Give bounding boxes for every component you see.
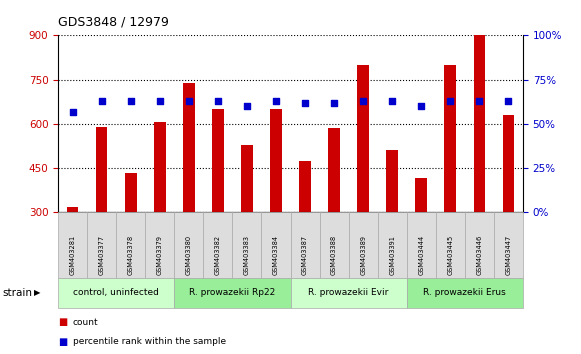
Text: strain: strain — [3, 288, 33, 298]
Point — [300, 100, 310, 105]
Bar — [444, 65, 456, 301]
Text: GSM403389: GSM403389 — [360, 235, 366, 275]
Text: GSM403377: GSM403377 — [99, 235, 105, 275]
Text: percentile rank within the sample: percentile rank within the sample — [73, 337, 226, 346]
Point — [242, 103, 252, 109]
Point — [155, 98, 164, 104]
Point — [184, 98, 193, 104]
Text: control, uninfected: control, uninfected — [73, 289, 159, 297]
Point — [97, 98, 106, 104]
Text: R. prowazekii Erus: R. prowazekii Erus — [424, 289, 506, 297]
Bar — [183, 82, 195, 301]
Point — [417, 103, 426, 109]
Bar — [67, 206, 78, 301]
Bar — [270, 109, 282, 301]
Bar — [357, 65, 369, 301]
Text: GDS3848 / 12979: GDS3848 / 12979 — [58, 15, 169, 28]
Bar — [212, 109, 224, 301]
Text: ▶: ▶ — [34, 289, 40, 297]
Text: GSM403281: GSM403281 — [70, 235, 76, 275]
Bar — [125, 172, 137, 301]
Text: GSM403446: GSM403446 — [476, 235, 482, 275]
Point — [68, 109, 77, 114]
Bar — [474, 35, 485, 301]
Text: GSM403445: GSM403445 — [447, 235, 453, 275]
Text: GSM403391: GSM403391 — [389, 235, 395, 275]
Text: R. prowazekii Evir: R. prowazekii Evir — [309, 289, 389, 297]
Text: GSM403384: GSM403384 — [273, 235, 279, 275]
Bar — [96, 127, 107, 301]
Point — [329, 100, 339, 105]
Bar — [415, 178, 427, 301]
Point — [358, 98, 368, 104]
Bar — [154, 122, 166, 301]
Point — [504, 98, 513, 104]
Point — [213, 98, 223, 104]
Point — [126, 98, 135, 104]
Point — [271, 98, 281, 104]
Text: GSM403388: GSM403388 — [331, 235, 337, 275]
Bar — [241, 144, 253, 301]
Point — [388, 98, 397, 104]
Text: GSM403379: GSM403379 — [157, 235, 163, 275]
Point — [446, 98, 455, 104]
Text: GSM403447: GSM403447 — [505, 235, 511, 275]
Bar — [386, 150, 398, 301]
Text: GSM403387: GSM403387 — [302, 235, 308, 275]
Text: GSM403383: GSM403383 — [244, 235, 250, 275]
Text: ■: ■ — [58, 317, 67, 327]
Text: GSM403444: GSM403444 — [418, 235, 424, 275]
Bar — [328, 128, 340, 301]
Point — [475, 98, 484, 104]
Bar — [503, 115, 514, 301]
Text: R. prowazekii Rp22: R. prowazekii Rp22 — [189, 289, 275, 297]
Text: count: count — [73, 318, 98, 327]
Text: GSM403382: GSM403382 — [215, 235, 221, 275]
Bar — [299, 161, 311, 301]
Text: GSM403378: GSM403378 — [128, 235, 134, 275]
Text: GSM403380: GSM403380 — [186, 235, 192, 275]
Text: ■: ■ — [58, 337, 67, 347]
